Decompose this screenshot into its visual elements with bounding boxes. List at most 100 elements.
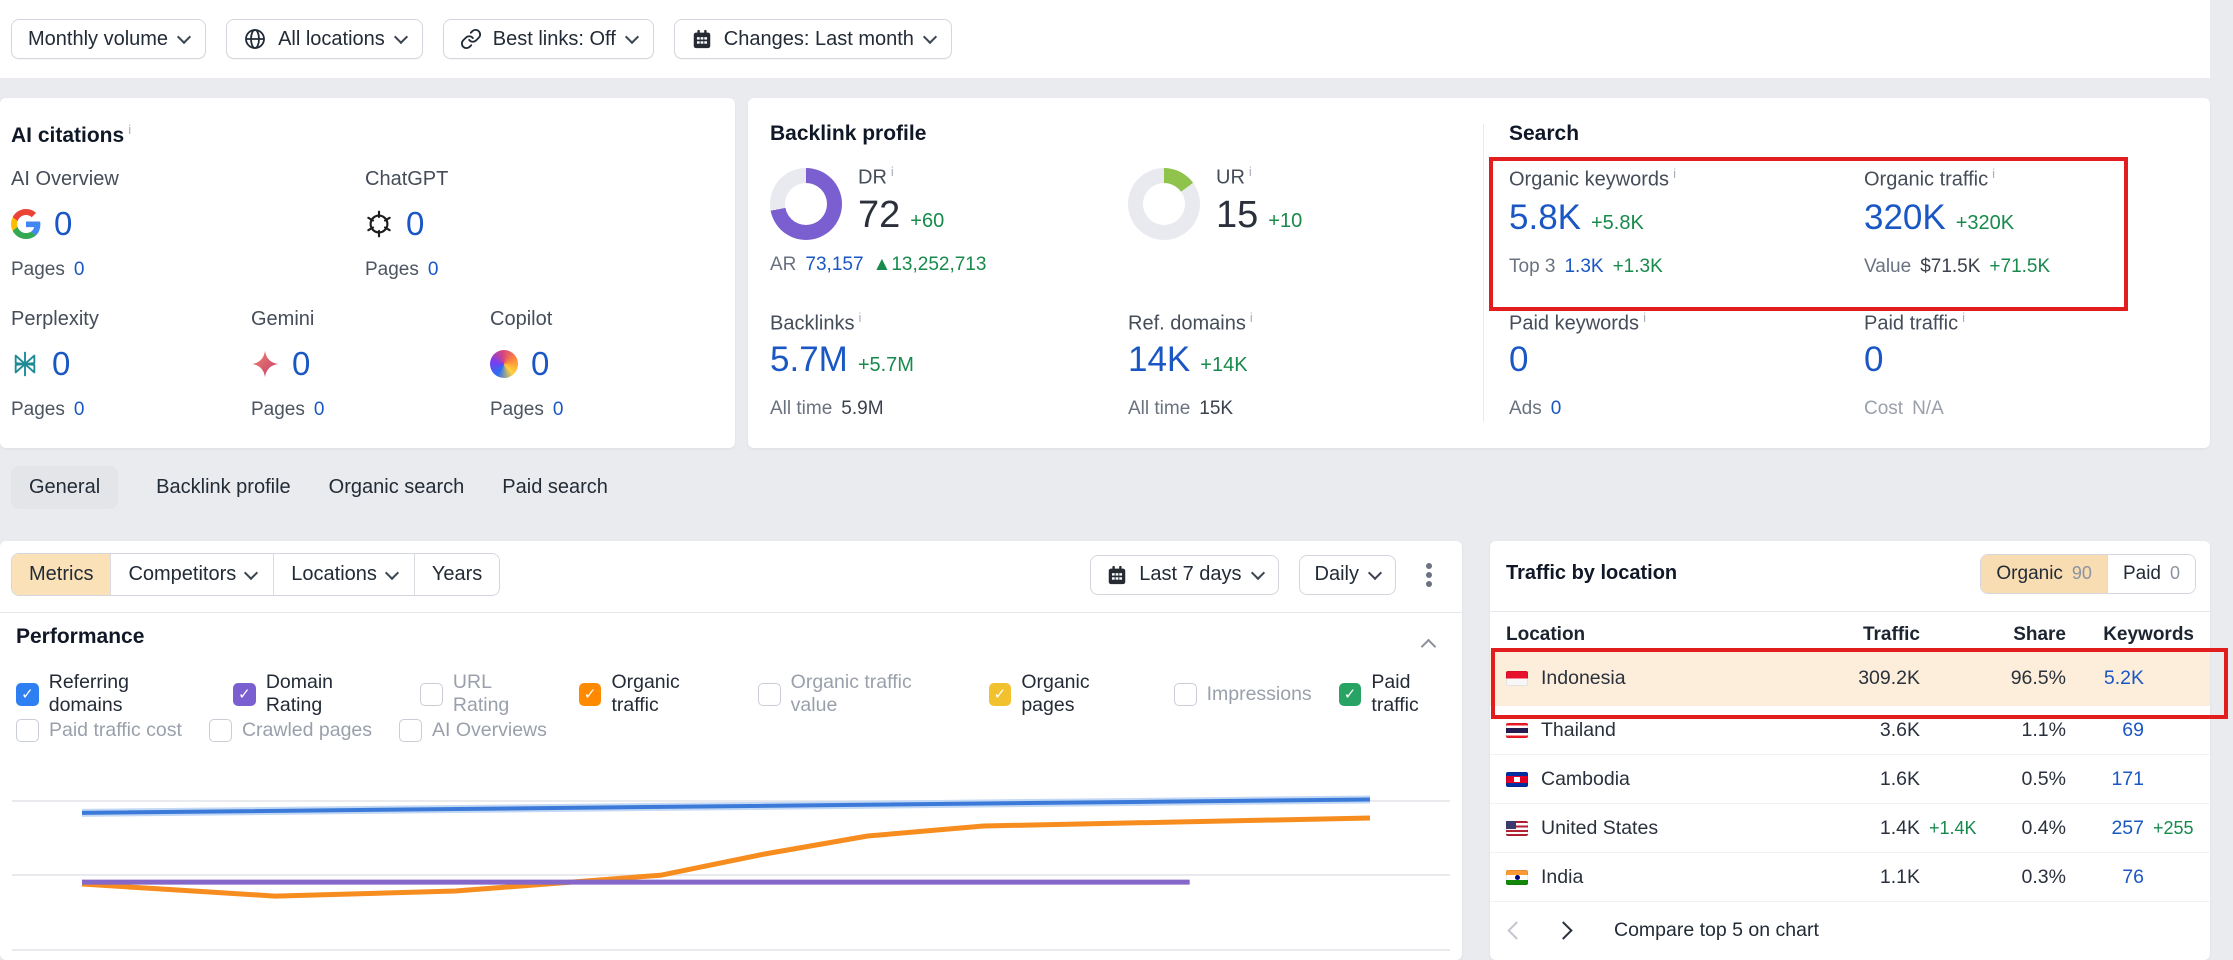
dr-value: 72 +60 xyxy=(858,194,945,236)
ur-label: UR i xyxy=(1216,164,1252,189)
keywords-link[interactable]: 5.2K xyxy=(2103,667,2144,689)
next-page-icon[interactable] xyxy=(1554,921,1573,940)
info-icon[interactable]: i xyxy=(890,164,894,179)
ai-metric-label: Copilot xyxy=(490,308,553,330)
info-icon[interactable]: i xyxy=(1992,166,1996,181)
chevron-down-icon xyxy=(176,29,192,45)
ref-domains-value[interactable]: 14K +14K xyxy=(1128,340,1248,379)
ai-citations-count[interactable]: 0 xyxy=(406,205,425,242)
metric-checkbox-organic-traffic-value[interactable]: Organic traffic value xyxy=(757,671,962,717)
date-range-button[interactable]: Last 7 days xyxy=(1090,554,1279,595)
ai-citations-count[interactable]: 0 xyxy=(54,205,73,242)
table-row-india[interactable]: India 1.1K 0.3% 76 xyxy=(1490,853,2210,902)
metric-checkbox-paid-traffic-cost[interactable]: Paid traffic cost xyxy=(16,719,182,742)
checkbox-unchecked-icon[interactable] xyxy=(1173,682,1197,706)
toggle-paid[interactable]: Paid 0 xyxy=(2106,555,2195,593)
keywords-link[interactable]: 257 xyxy=(2111,816,2144,839)
checkbox-unchecked-icon[interactable] xyxy=(420,682,443,706)
granularity-button[interactable]: Daily xyxy=(1298,554,1396,595)
metric-checkbox-impressions[interactable]: Impressions xyxy=(1173,682,1312,706)
table-row-united-states[interactable]: United States 1.4K +1.4K 0.4% 257 +255 xyxy=(1490,804,2210,853)
segment-years[interactable]: Years xyxy=(414,554,500,595)
metric-checkbox-domain-rating[interactable]: ✓ Domain Rating xyxy=(233,671,393,717)
keywords-link[interactable]: 76 xyxy=(2122,865,2144,888)
checkbox-unchecked-icon[interactable] xyxy=(208,719,232,742)
ai-citations-count[interactable]: 0 xyxy=(531,345,550,382)
ai-citations-count[interactable]: 0 xyxy=(52,345,71,382)
pages-count-link[interactable]: 0 xyxy=(73,259,85,280)
info-icon[interactable]: i xyxy=(1962,310,1966,325)
metric-checkbox-paid-traffic[interactable]: ✓ Paid traffic xyxy=(1338,671,1462,717)
info-icon[interactable]: i xyxy=(858,310,862,325)
table-row-indonesia[interactable]: Indonesia 309.2K 96.5% 5.2K xyxy=(1490,651,2210,706)
keywords-link[interactable]: 69 xyxy=(2122,718,2144,741)
filter-all-locations[interactable]: All locations xyxy=(226,19,423,59)
ai-citations-count[interactable]: 0 xyxy=(292,345,311,382)
checkbox-checked-icon[interactable]: ✓ xyxy=(988,682,1012,706)
top3-value-link[interactable]: 1.3K xyxy=(1564,256,1604,277)
performance-title: Performance xyxy=(16,625,145,648)
ref-domains-delta: +14K xyxy=(1200,354,1248,376)
metric-checkbox-referring-domains[interactable]: ✓ Referring domains xyxy=(16,671,206,717)
traffic-by-location-title: Traffic by location xyxy=(1506,562,1678,584)
performance-chart[interactable] xyxy=(12,787,1450,959)
tab-general[interactable]: General xyxy=(11,466,119,509)
previous-page-icon[interactable] xyxy=(1507,921,1526,940)
segment-competitors[interactable]: Competitors xyxy=(111,554,275,595)
ads-value-link[interactable]: 0 xyxy=(1550,398,1562,419)
more-options-kebab-icon[interactable] xyxy=(1426,571,1432,578)
ref-domains-alltime: All time 15K xyxy=(1128,398,1234,419)
ai-metric-label: Gemini xyxy=(251,308,315,330)
metric-checkbox-crawled-pages[interactable]: Crawled pages xyxy=(208,719,372,742)
tab-organic-search[interactable]: Organic search xyxy=(329,466,465,509)
metric-checkbox-url-rating[interactable]: URL Rating xyxy=(420,671,552,717)
organic-traffic-value[interactable]: 320K +320K xyxy=(1864,198,2015,237)
pages-count-link[interactable]: 0 xyxy=(73,399,85,420)
filter-monthly-volume[interactable]: Monthly volume xyxy=(11,19,207,59)
ar-value-link[interactable]: 73,157 xyxy=(805,254,864,275)
chart-line-organic-traffic xyxy=(81,815,1371,899)
metric-checkbox-organic-traffic[interactable]: ✓ Organic traffic xyxy=(578,671,731,717)
segment-label: Locations xyxy=(291,563,377,585)
organic-keywords-value[interactable]: 5.8K +5.8K xyxy=(1509,198,1644,237)
tab-paid-search[interactable]: Paid search xyxy=(502,466,608,509)
table-row-thailand[interactable]: Thailand 3.6K 1.1% 69 xyxy=(1490,706,2210,755)
compare-top5-label: Compare top 5 on chart xyxy=(1614,919,1819,941)
paid-keywords-value[interactable]: 0 xyxy=(1509,340,1529,379)
pages-count-link[interactable]: 0 xyxy=(313,399,325,420)
toggle-organic[interactable]: Organic 90 xyxy=(1981,555,2107,593)
pages-count-link[interactable]: 0 xyxy=(427,259,439,280)
info-icon[interactable]: i xyxy=(1249,310,1253,325)
share-value: 1.1% xyxy=(2021,718,2066,741)
checkbox-checked-icon[interactable]: ✓ xyxy=(16,682,39,706)
table-row-cambodia[interactable]: Cambodia 1.6K 0.5% 171 xyxy=(1490,755,2210,804)
pages-count-link[interactable]: 0 xyxy=(552,399,564,420)
info-icon[interactable]: i xyxy=(1673,166,1676,181)
info-icon[interactable]: i xyxy=(1643,310,1646,325)
checkbox-checked-icon[interactable]: ✓ xyxy=(578,682,602,706)
keywords-link[interactable]: 171 xyxy=(2111,767,2144,790)
segment-metrics[interactable]: Metrics xyxy=(12,554,112,595)
dr-delta: +60 xyxy=(910,210,945,232)
checkbox-checked-icon[interactable]: ✓ xyxy=(233,682,256,706)
collapse-section-button[interactable] xyxy=(1420,637,1437,657)
info-icon[interactable]: i xyxy=(1248,164,1252,179)
paid-traffic-value[interactable]: 0 xyxy=(1864,340,1884,379)
backlinks-value[interactable]: 5.7M +5.7M xyxy=(770,340,914,379)
ur-delta: +10 xyxy=(1268,210,1303,232)
metric-checkbox-ai-overviews[interactable]: AI Overviews xyxy=(399,719,547,742)
checkbox-unchecked-icon[interactable] xyxy=(757,682,781,706)
segment-locations[interactable]: Locations xyxy=(274,554,415,595)
metric-checkbox-organic-pages[interactable]: ✓ Organic pages xyxy=(988,671,1147,717)
tab-backlink-profile[interactable]: Backlink profile xyxy=(156,466,291,509)
filter-best-links-off[interactable]: Best links: Off xyxy=(442,19,654,59)
flag-united-states-icon xyxy=(1506,820,1528,836)
performance-toolbar: Metrics Competitors Locations Years Last 7 … xyxy=(11,553,1442,596)
checkbox-checked-icon[interactable]: ✓ xyxy=(1338,682,1362,706)
toggle-count: 90 xyxy=(2071,563,2092,583)
backlink-profile-title: Backlink profile xyxy=(770,122,927,145)
checkbox-unchecked-icon[interactable] xyxy=(16,719,39,742)
info-icon[interactable]: i xyxy=(128,122,132,137)
filter-changes-last-month[interactable]: Changes: Last month xyxy=(673,19,952,59)
checkbox-unchecked-icon[interactable] xyxy=(399,719,423,742)
